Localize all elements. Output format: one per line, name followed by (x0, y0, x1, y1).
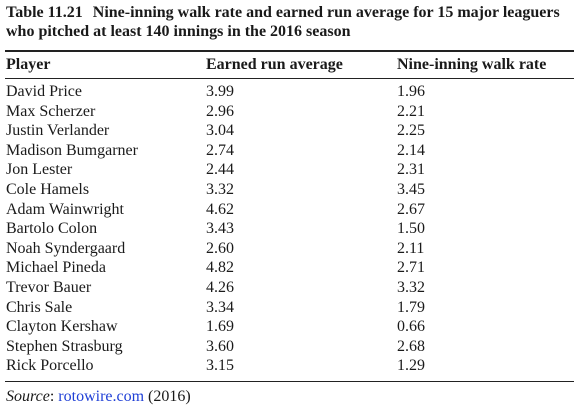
cell-walk-rate: 1.29 (397, 357, 425, 375)
table-title: Nine-inning walk rate and earned run ave… (6, 4, 560, 40)
table-row: Chris Sale 3.34 1.79 (0, 298, 579, 318)
cell-player: Justin Verlander (6, 122, 110, 140)
source-link[interactable]: rotowire.com (58, 388, 145, 405)
cell-walk-rate: 2.31 (397, 161, 425, 179)
cell-player: Stephen Strasburg (6, 337, 123, 355)
table-caption: Table 11.21 Nine-inning walk rate and ea… (6, 3, 574, 41)
header-era: Earned run average (206, 56, 343, 73)
cell-walk-rate: 2.68 (397, 337, 425, 355)
table-row: Bartolo Colon 3.43 1.50 (0, 219, 579, 239)
header-player: Player (6, 56, 51, 73)
cell-era: 3.60 (206, 337, 234, 355)
source-year: (2016) (148, 388, 191, 405)
table-row: Clayton Kershaw 1.69 0.66 (0, 317, 579, 337)
cell-era: 3.99 (206, 83, 234, 100)
source-note: Source: rotowire.com (2016) (6, 387, 191, 407)
table-row: Adam Wainwright 4.62 2.67 (0, 200, 579, 220)
cell-walk-rate: 2.67 (397, 200, 425, 218)
cell-player: Rick Porcello (6, 357, 94, 375)
cell-player: Madison Bumgarner (6, 141, 138, 159)
cell-player: Bartolo Colon (6, 220, 98, 238)
cell-player: Cole Hamels (6, 180, 90, 198)
bottom-rule (5, 381, 574, 382)
cell-era: 3.34 (206, 298, 234, 316)
cell-era: 4.82 (206, 259, 234, 277)
cell-player: Trevor Bauer (6, 278, 92, 296)
table-row: David Price 3.99 1.96 (0, 82, 579, 102)
cell-era: 3.32 (206, 180, 234, 198)
cell-walk-rate: 1.79 (397, 298, 425, 316)
cell-walk-rate: 1.96 (397, 83, 425, 100)
source-colon: : (49, 388, 59, 405)
cell-player: Max Scherzer (6, 102, 96, 120)
source-label: Source (6, 388, 50, 405)
cell-walk-rate: 0.66 (397, 318, 425, 336)
cell-walk-rate: 2.14 (397, 141, 425, 159)
cell-player: Jon Lester (6, 161, 73, 179)
table-row: Noah Syndergaard 2.60 2.11 (0, 239, 579, 259)
table-row: Michael Pineda 4.82 2.71 (0, 258, 579, 278)
table-row: Cole Hamels 3.32 3.45 (0, 180, 579, 200)
cell-player: Clayton Kershaw (6, 318, 118, 336)
table-body: David Price 3.99 1.96 Max Scherzer 2.96 2.21 J… (0, 82, 579, 376)
cell-walk-rate: 2.71 (397, 259, 425, 277)
table-row: Madison Bumgarner 2.74 2.14 (0, 141, 579, 161)
cell-player: Adam Wainwright (6, 200, 124, 218)
top-rule (5, 50, 574, 52)
header-rule (5, 78, 574, 79)
cell-era: 2.44 (206, 161, 234, 179)
cell-era: 4.62 (206, 200, 234, 218)
cell-era: 3.04 (206, 122, 234, 140)
table-row: Jon Lester 2.44 2.31 (0, 160, 579, 180)
table-row: Max Scherzer 2.96 2.21 (0, 102, 579, 122)
cell-era: 3.15 (206, 357, 234, 375)
cell-era: 2.96 (206, 102, 234, 120)
cell-walk-rate: 3.32 (397, 278, 425, 296)
table-row: Rick Porcello 3.15 1.29 (0, 356, 579, 376)
cell-player: Chris Sale (6, 298, 73, 316)
cell-walk-rate: 1.50 (397, 220, 425, 238)
cell-player: David Price (6, 83, 82, 100)
cell-walk-rate: 3.45 (397, 180, 425, 198)
cell-player: Michael Pineda (6, 259, 106, 277)
cell-era: 4.26 (206, 278, 234, 296)
table-row: Justin Verlander 3.04 2.25 (0, 121, 579, 141)
header-walk-rate: Nine-inning walk rate (397, 56, 547, 73)
cell-era: 1.69 (206, 318, 234, 336)
table-number: Table 11.21 (6, 4, 83, 21)
cell-walk-rate: 2.11 (397, 239, 425, 257)
table-row: Trevor Bauer 4.26 3.32 (0, 278, 579, 298)
cell-era: 2.74 (206, 141, 234, 159)
cell-walk-rate: 2.25 (397, 122, 425, 140)
cell-walk-rate: 2.21 (397, 102, 425, 120)
cell-player: Noah Syndergaard (6, 239, 126, 257)
cell-era: 2.60 (206, 239, 234, 257)
table-row: Stephen Strasburg 3.60 2.68 (0, 337, 579, 357)
cell-era: 3.43 (206, 220, 234, 238)
